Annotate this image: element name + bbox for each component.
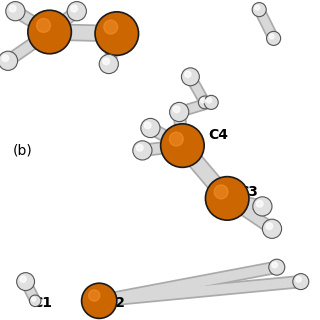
Circle shape <box>266 223 273 229</box>
Text: C4: C4 <box>208 128 228 142</box>
Circle shape <box>198 96 211 109</box>
Circle shape <box>0 51 18 70</box>
Circle shape <box>262 219 282 238</box>
Circle shape <box>136 144 143 151</box>
Circle shape <box>269 259 285 275</box>
Circle shape <box>293 274 309 290</box>
Circle shape <box>296 276 301 282</box>
Circle shape <box>2 55 9 61</box>
Circle shape <box>103 58 109 65</box>
Circle shape <box>214 185 228 199</box>
Text: C1: C1 <box>32 296 52 310</box>
Circle shape <box>272 262 277 268</box>
Circle shape <box>95 12 139 55</box>
Circle shape <box>99 54 118 74</box>
Circle shape <box>104 20 118 34</box>
Circle shape <box>161 124 204 167</box>
Circle shape <box>82 283 117 318</box>
Circle shape <box>267 31 281 45</box>
Circle shape <box>144 122 151 129</box>
Circle shape <box>169 132 183 146</box>
Circle shape <box>207 98 212 103</box>
Circle shape <box>256 200 263 207</box>
Circle shape <box>269 34 274 39</box>
Circle shape <box>185 71 191 77</box>
Circle shape <box>133 141 152 160</box>
Circle shape <box>201 98 205 103</box>
Circle shape <box>71 5 77 12</box>
Circle shape <box>141 118 160 138</box>
Circle shape <box>205 177 249 220</box>
Circle shape <box>170 102 189 122</box>
Circle shape <box>20 276 26 282</box>
Circle shape <box>173 106 180 113</box>
Text: C2: C2 <box>106 296 126 310</box>
Text: C3: C3 <box>238 185 258 199</box>
Circle shape <box>252 3 266 17</box>
Circle shape <box>9 5 16 12</box>
Circle shape <box>67 2 86 21</box>
Circle shape <box>255 5 260 10</box>
Circle shape <box>28 10 71 54</box>
Circle shape <box>29 295 41 307</box>
Circle shape <box>36 19 51 32</box>
Circle shape <box>17 273 35 291</box>
Circle shape <box>181 68 199 86</box>
Circle shape <box>253 197 272 216</box>
Text: (b): (b) <box>13 143 33 157</box>
Circle shape <box>89 290 100 301</box>
Circle shape <box>6 2 25 21</box>
Circle shape <box>32 297 36 301</box>
Circle shape <box>204 95 218 109</box>
